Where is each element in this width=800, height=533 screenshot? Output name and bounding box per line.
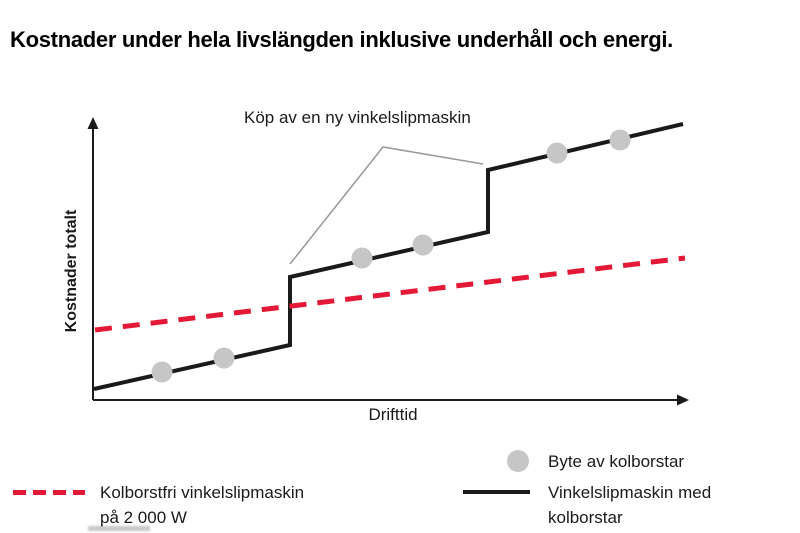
- legend-brush-change-dot-icon: [507, 450, 529, 472]
- legend-brush-change-label: Byte av kolborstar: [548, 452, 685, 471]
- legend-with-brushes-label-line1: Vinkelslipmaskin med: [548, 483, 712, 502]
- y-axis-arrowhead: [87, 117, 99, 129]
- cropped-content-artifact: [88, 526, 150, 531]
- annotation-new-grinder: Köp av en ny vinkelslipmaskin: [244, 108, 471, 127]
- brush-change-marker: [609, 129, 631, 151]
- brush-change-marker: [546, 142, 568, 164]
- series-line-brushless: [94, 255, 686, 333]
- legend-brushless-label-line2: på 2 000 W: [100, 508, 187, 527]
- x-axis-label: Drifttid: [368, 405, 418, 424]
- legend-brushless-label-line1: Kolborstfri vinkelslipmaskin: [100, 483, 305, 502]
- brush-change-marker: [351, 247, 373, 269]
- brush-change-marker: [412, 234, 434, 256]
- y-axis-label: Kostnader totalt: [63, 209, 80, 333]
- x-axis-arrowhead: [677, 394, 689, 406]
- brush-change-marker: [151, 361, 173, 383]
- legend-with-brushes-label-line2: kolborstar: [548, 508, 623, 527]
- annotation-leader-line: [289, 146, 484, 265]
- brush-change-marker: [213, 347, 235, 369]
- legend-solid-line-swatch: [463, 490, 530, 494]
- legend-dashed-line-swatch: [13, 490, 85, 495]
- page-title: Kostnader under hela livslängden inklusi…: [10, 27, 673, 52]
- series-line-with-brushes: [93, 122, 684, 391]
